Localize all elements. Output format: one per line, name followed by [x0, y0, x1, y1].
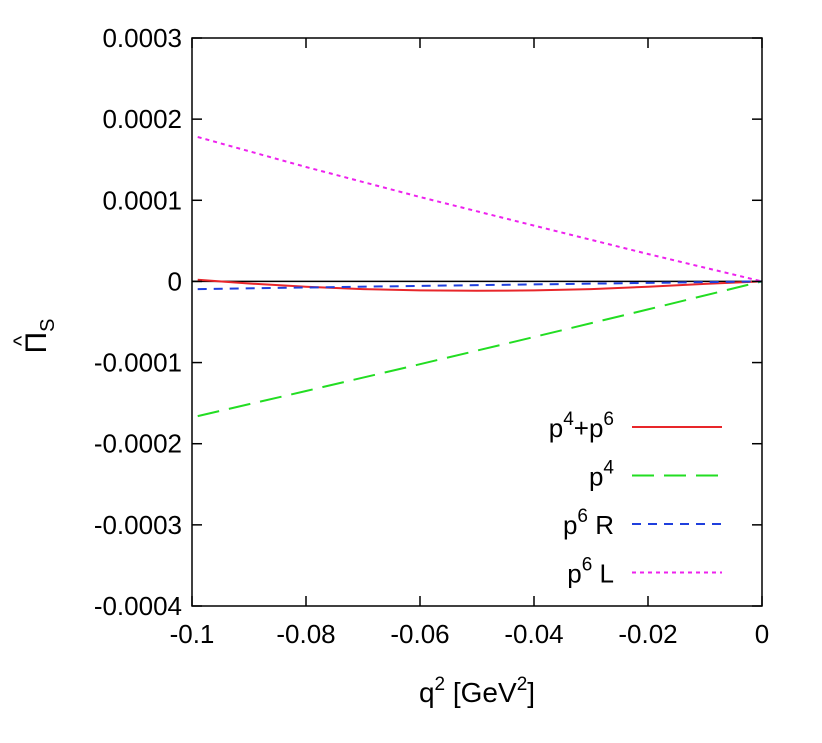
x-tick-label: -0.06 — [390, 619, 449, 649]
tick-labels-layer: -0.1 -0.08 -0.06 -0.04 -0.02 0 0.0003 0.0002 0.0… — [94, 23, 769, 649]
y-axis-title-hat: ^ — [9, 335, 34, 346]
legend-label-p4p6: p4+p6 — [549, 409, 614, 443]
y-axis-title-sub: S — [37, 318, 59, 331]
y-tick-label: -0.0001 — [94, 348, 182, 378]
x-axis-title: q2 [GeV2] — [419, 674, 535, 708]
x-axis-title-bracket-close: ] — [527, 677, 535, 708]
legend: p4+p6 p4 p6 R p6 L — [549, 409, 722, 589]
x-tick-label: -0.1 — [170, 619, 215, 649]
x-tick-label: -0.04 — [504, 619, 563, 649]
x-axis-title-bracket-open: [GeV — [445, 677, 517, 708]
legend-label-p4: p4 — [589, 458, 614, 492]
plot-frame — [191, 37, 763, 607]
y-tick-label: 0.0002 — [102, 104, 182, 134]
y-tick-label: -0.0004 — [94, 591, 182, 621]
y-tick-label: 0 — [168, 266, 182, 296]
y-tick-label: -0.0002 — [94, 429, 182, 459]
x-axis-title-base: q — [419, 677, 435, 708]
series-line-p6R — [197, 280, 763, 291]
series-layer — [197, 136, 763, 418]
x-axis-title-bracket-sup: 2 — [517, 674, 528, 695]
x-tick-label: 0 — [755, 619, 769, 649]
y-tick-label: -0.0003 — [94, 510, 182, 540]
ticks-layer — [191, 37, 763, 607]
y-axis-title-base: Π — [20, 332, 53, 354]
x-tick-label: -0.02 — [618, 619, 677, 649]
y-axis-title: ΠS ^ — [9, 318, 59, 353]
series-line-p4p6 — [197, 278, 763, 292]
x-tick-label: -0.08 — [276, 619, 335, 649]
series-line-p6L — [197, 136, 763, 283]
y-axis-title-text: ΠS — [20, 318, 59, 353]
legend-label-p6R: p6 R — [563, 506, 614, 540]
legend-label-p6L: p6 L — [567, 555, 614, 589]
y-tick-label: 0.0001 — [102, 185, 182, 215]
series-line-p4 — [197, 280, 763, 418]
x-axis-title-sup: 2 — [435, 674, 446, 695]
y-tick-label: 0.0003 — [102, 23, 182, 53]
